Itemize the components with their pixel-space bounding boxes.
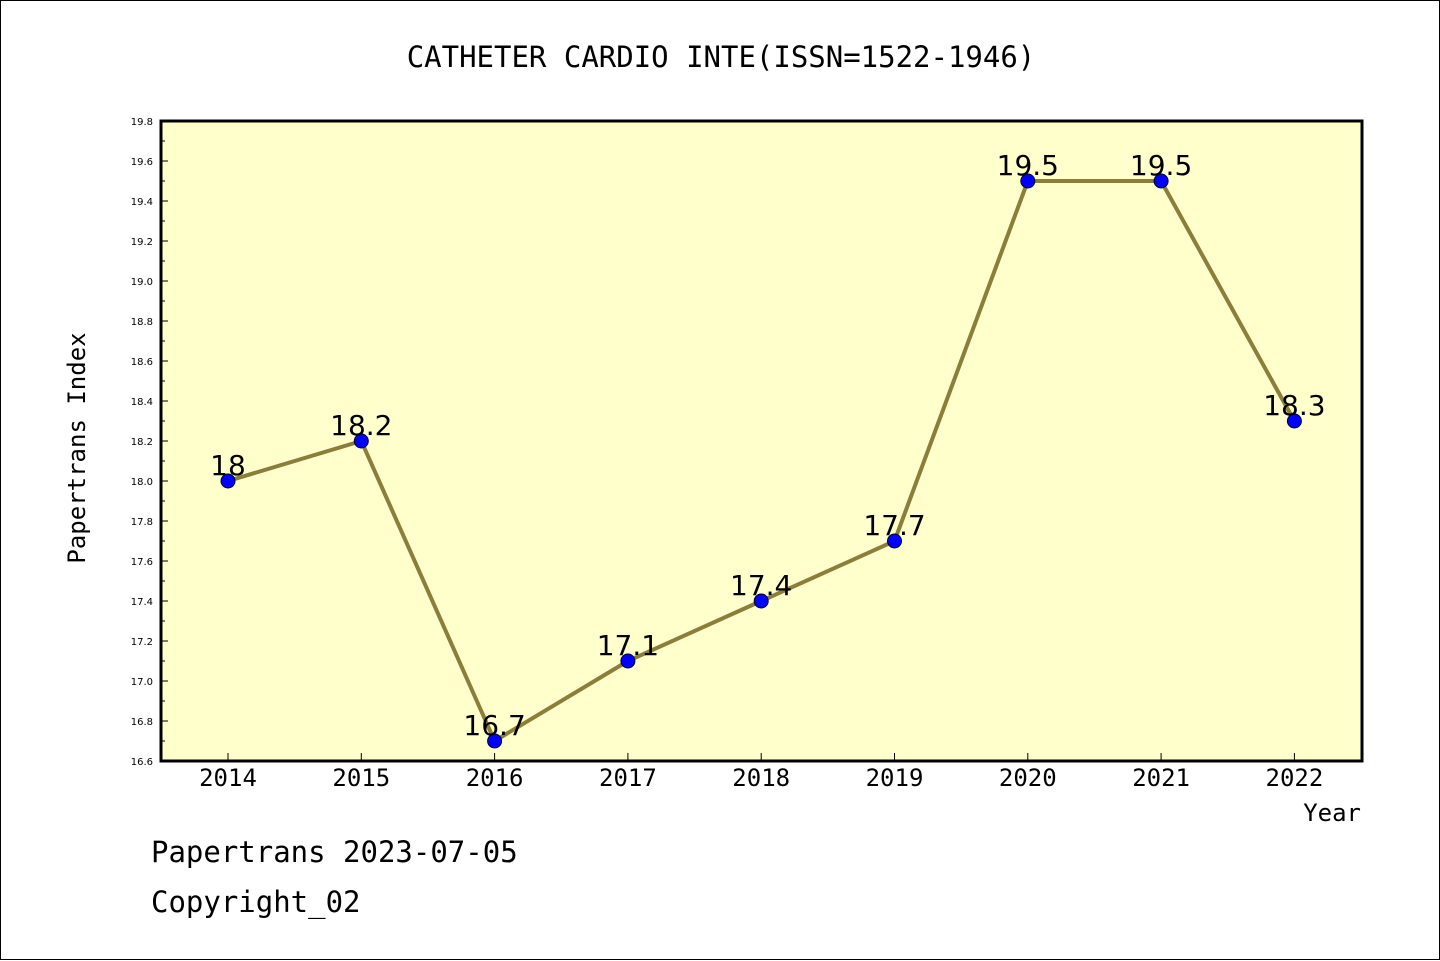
x-tick-label: 2015 [332, 764, 390, 792]
data-point [887, 533, 902, 549]
footer-date-line: Papertrans 2023-07-05 [151, 835, 518, 869]
y-tick-label: 18.8 [131, 317, 153, 328]
data-label: 18.3 [1263, 389, 1325, 422]
data-label: 18.2 [330, 409, 392, 442]
y-tick-label: 19.6 [131, 157, 153, 168]
y-axis-label: Papertrans Index [63, 332, 91, 563]
x-tick-label: 2020 [999, 764, 1057, 792]
x-tick-label: 2014 [199, 764, 257, 792]
data-label: 17.7 [863, 509, 925, 542]
data-point [353, 433, 369, 449]
x-tick-label: 2022 [1266, 764, 1324, 792]
x-axis-label: Year [1303, 799, 1361, 827]
x-tick-label: 2017 [599, 764, 657, 792]
y-tick-label: 16.8 [131, 717, 153, 728]
y-tick-label: 17.0 [131, 677, 153, 688]
y-tick-label: 17.6 [131, 557, 153, 568]
data-label: 19.5 [1130, 149, 1192, 182]
x-axis-ticks: 2014 2015 2016 2017 2018 2019 2020 2021 2022 [199, 753, 1323, 792]
data-point [620, 653, 636, 669]
x-tick-label: 2019 [866, 764, 924, 792]
x-tick-label: 2016 [466, 764, 524, 792]
data-point [1020, 173, 1036, 189]
series-points-group [220, 173, 1302, 749]
data-label: 18 [210, 449, 246, 482]
data-label: 17.4 [730, 569, 792, 602]
y-tick-label: 19.2 [131, 237, 153, 248]
data-point [1286, 413, 1302, 429]
x-tick-label: 2021 [1132, 764, 1190, 792]
data-label: 19.5 [997, 149, 1059, 182]
data-label: 16.7 [463, 709, 525, 742]
y-tick-label: 19.0 [131, 277, 153, 288]
y-tick-label: 18.4 [131, 397, 153, 408]
x-tick-label: 2018 [732, 764, 790, 792]
data-point [753, 593, 769, 609]
y-tick-label: 19.8 [131, 117, 153, 128]
chart-title: CATHETER CARDIO INTE(ISSN=1522-1946) [407, 40, 1036, 74]
y-tick-label: 18.0 [131, 477, 153, 488]
y-tick-label: 18.6 [131, 357, 153, 368]
y-tick-label: 17.4 [131, 597, 153, 608]
y-tick-label: 18.2 [131, 437, 153, 448]
data-labels-group: 18 18.2 16.7 17.1 17.4 17.7 19.5 19.5 18.3 [210, 149, 1325, 742]
y-tick-label: 19.4 [131, 197, 153, 208]
y-tick-label: 17.2 [131, 637, 153, 648]
footer-copyright-line: Copyright_02 [151, 885, 361, 919]
data-point [220, 473, 236, 489]
data-label: 17.1 [597, 629, 659, 662]
plot-border [159, 119, 1364, 763]
data-point [1153, 173, 1169, 189]
data-point [487, 733, 503, 749]
y-tick-label: 16.6 [131, 757, 153, 768]
y-tick-label: 17.8 [131, 517, 153, 528]
